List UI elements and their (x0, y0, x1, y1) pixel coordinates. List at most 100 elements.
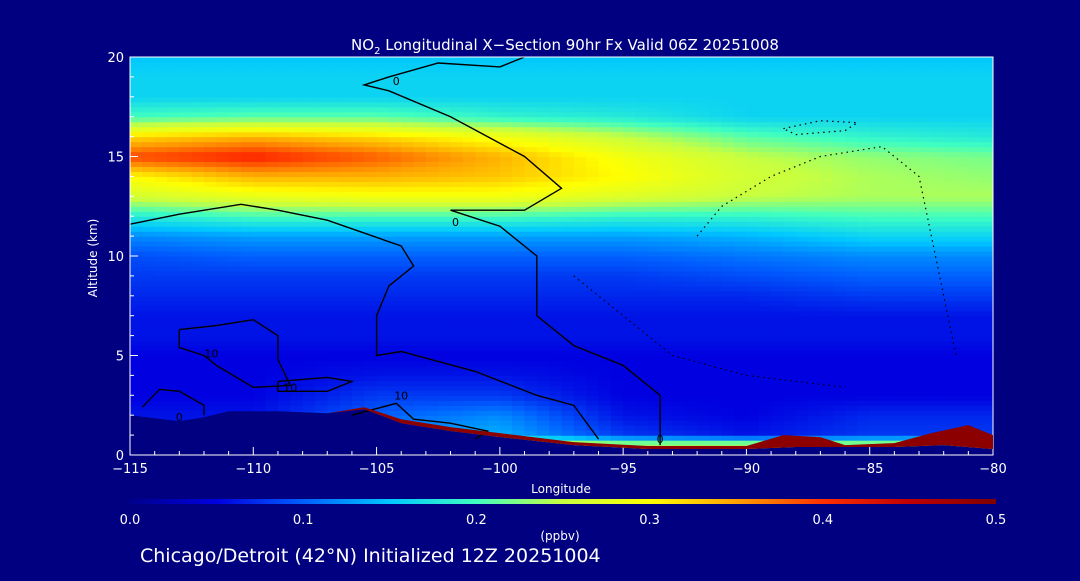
heatmap-cell (216, 96, 230, 103)
heatmap-cell (216, 260, 230, 267)
heatmap-cell (598, 310, 612, 317)
heatmap-cell (598, 221, 612, 227)
heatmap-cell (277, 265, 291, 272)
heatmap-cell (709, 156, 723, 163)
heatmap-cell (709, 111, 723, 118)
heatmap-cell (808, 405, 821, 411)
heatmap-cell (462, 246, 476, 252)
heatmap-cell (647, 166, 661, 173)
heatmap-cell (179, 410, 193, 416)
heatmap-cell (351, 260, 365, 267)
heatmap-cell (709, 236, 723, 242)
heatmap-cell (586, 415, 600, 421)
heatmap-cell (931, 236, 945, 242)
heatmap-cell (364, 196, 378, 202)
heatmap-cell (154, 131, 168, 138)
heatmap-cell (438, 121, 452, 128)
heatmap-cell (808, 231, 821, 237)
heatmap-cell (142, 290, 156, 297)
heatmap-cell (746, 320, 760, 327)
heatmap-cell (314, 241, 328, 247)
heatmap-cell (795, 166, 809, 173)
heatmap-cell (166, 285, 180, 292)
heatmap-cell (179, 201, 193, 207)
heatmap-cell (302, 275, 316, 282)
heatmap-cell (820, 335, 834, 342)
heatmap-cell (462, 305, 476, 312)
heatmap-cell (339, 350, 353, 357)
heatmap-cell (795, 430, 809, 436)
heatmap-cell (746, 400, 760, 406)
heatmap-cell (783, 186, 797, 192)
heatmap-cell (228, 221, 242, 227)
heatmap-cell (524, 365, 538, 372)
heatmap-cell (339, 360, 353, 367)
heatmap-cell (783, 126, 797, 133)
heatmap-cell (388, 246, 402, 252)
heatmap-cell (647, 111, 661, 118)
heatmap-cell (290, 400, 304, 406)
heatmap-cell (845, 270, 858, 277)
heatmap-cell (265, 121, 279, 128)
heatmap-cell (980, 116, 993, 123)
heatmap-cell (462, 221, 476, 227)
heatmap-cell (635, 171, 649, 178)
heatmap-cell (746, 405, 760, 411)
heatmap-cell (906, 315, 920, 322)
heatmap-cell (302, 226, 316, 232)
heatmap-cell (795, 365, 809, 372)
heatmap-cell (203, 191, 217, 197)
heatmap-cell (314, 390, 328, 396)
heatmap-cell (351, 360, 365, 367)
heatmap-cell (783, 161, 797, 168)
heatmap-cell (647, 251, 661, 257)
heatmap-cell (906, 435, 920, 441)
heatmap-cell (314, 221, 328, 227)
heatmap-cell (130, 101, 143, 108)
heatmap-cell (216, 330, 230, 337)
heatmap-cell (721, 156, 735, 163)
heatmap-cell (758, 151, 772, 158)
heatmap-cell (142, 146, 156, 153)
heatmap-cell (734, 186, 748, 192)
heatmap-cell (808, 430, 821, 436)
heatmap-cell (869, 430, 883, 436)
heatmap-cell (980, 395, 993, 401)
heatmap-cell (265, 141, 279, 148)
heatmap-cell (882, 196, 895, 202)
heatmap-cell (536, 166, 550, 173)
heatmap-cell (499, 166, 513, 173)
heatmap-cell (795, 285, 809, 292)
heatmap-cell (956, 231, 969, 237)
heatmap-cell (364, 141, 378, 148)
heatmap-cell (179, 196, 193, 202)
heatmap-cell (721, 315, 735, 322)
heatmap-cell (795, 181, 809, 187)
heatmap-cell (438, 400, 452, 406)
heatmap-cell (783, 360, 797, 367)
heatmap-cell (130, 216, 143, 222)
heatmap-cell (882, 186, 895, 192)
heatmap-cell (697, 420, 711, 426)
heatmap-cell (351, 300, 365, 307)
heatmap-cell (462, 310, 476, 317)
heatmap-cell (956, 196, 969, 202)
heatmap-cell (203, 241, 217, 247)
heatmap-cell (142, 285, 156, 292)
heatmap-cell (647, 290, 661, 297)
heatmap-cell (130, 360, 143, 367)
heatmap-cell (130, 151, 143, 158)
heatmap-cell (820, 395, 834, 401)
heatmap-cell (327, 226, 341, 232)
heatmap-cell (536, 126, 550, 133)
heatmap-cell (401, 280, 415, 287)
heatmap-cell (980, 410, 993, 416)
heatmap-cell (376, 335, 390, 342)
heatmap-cell (524, 415, 538, 421)
heatmap-cell (536, 186, 550, 192)
heatmap-cell (401, 315, 415, 322)
heatmap-cell (931, 270, 945, 277)
heatmap-cell (721, 116, 735, 123)
heatmap-cell (697, 405, 711, 411)
heatmap-cell (314, 246, 328, 252)
